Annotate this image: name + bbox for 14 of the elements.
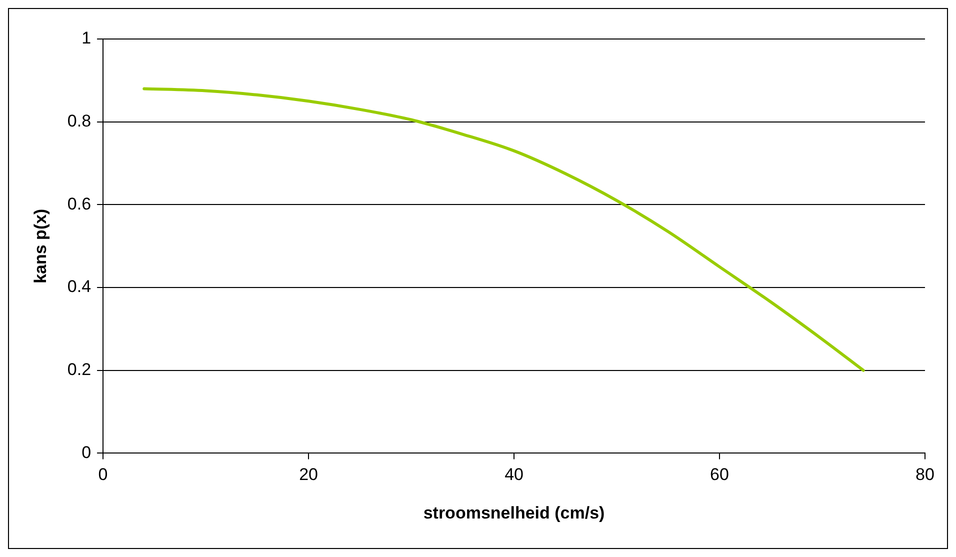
y-tick-label: 0.2 — [67, 360, 92, 380]
x-tick-label: 60 — [710, 465, 729, 484]
x-tick-label: 80 — [916, 465, 934, 484]
y-tick-label: 1 — [82, 28, 92, 48]
line-series — [142, 87, 865, 372]
x-tick-label: 20 — [299, 465, 318, 484]
y-tick-label: 0.6 — [67, 194, 92, 214]
y-tick-label: 0.4 — [67, 277, 92, 296]
x-axis-title: stroomsnelheid (cm/s) — [423, 503, 605, 522]
y-tick-label: 0.8 — [67, 112, 92, 131]
y-axis-title: kans p(x) — [30, 208, 50, 284]
y-tick-label: 0 — [82, 442, 92, 462]
x-tick-label: 0 — [98, 465, 108, 484]
x-tick-label: 40 — [504, 465, 524, 484]
